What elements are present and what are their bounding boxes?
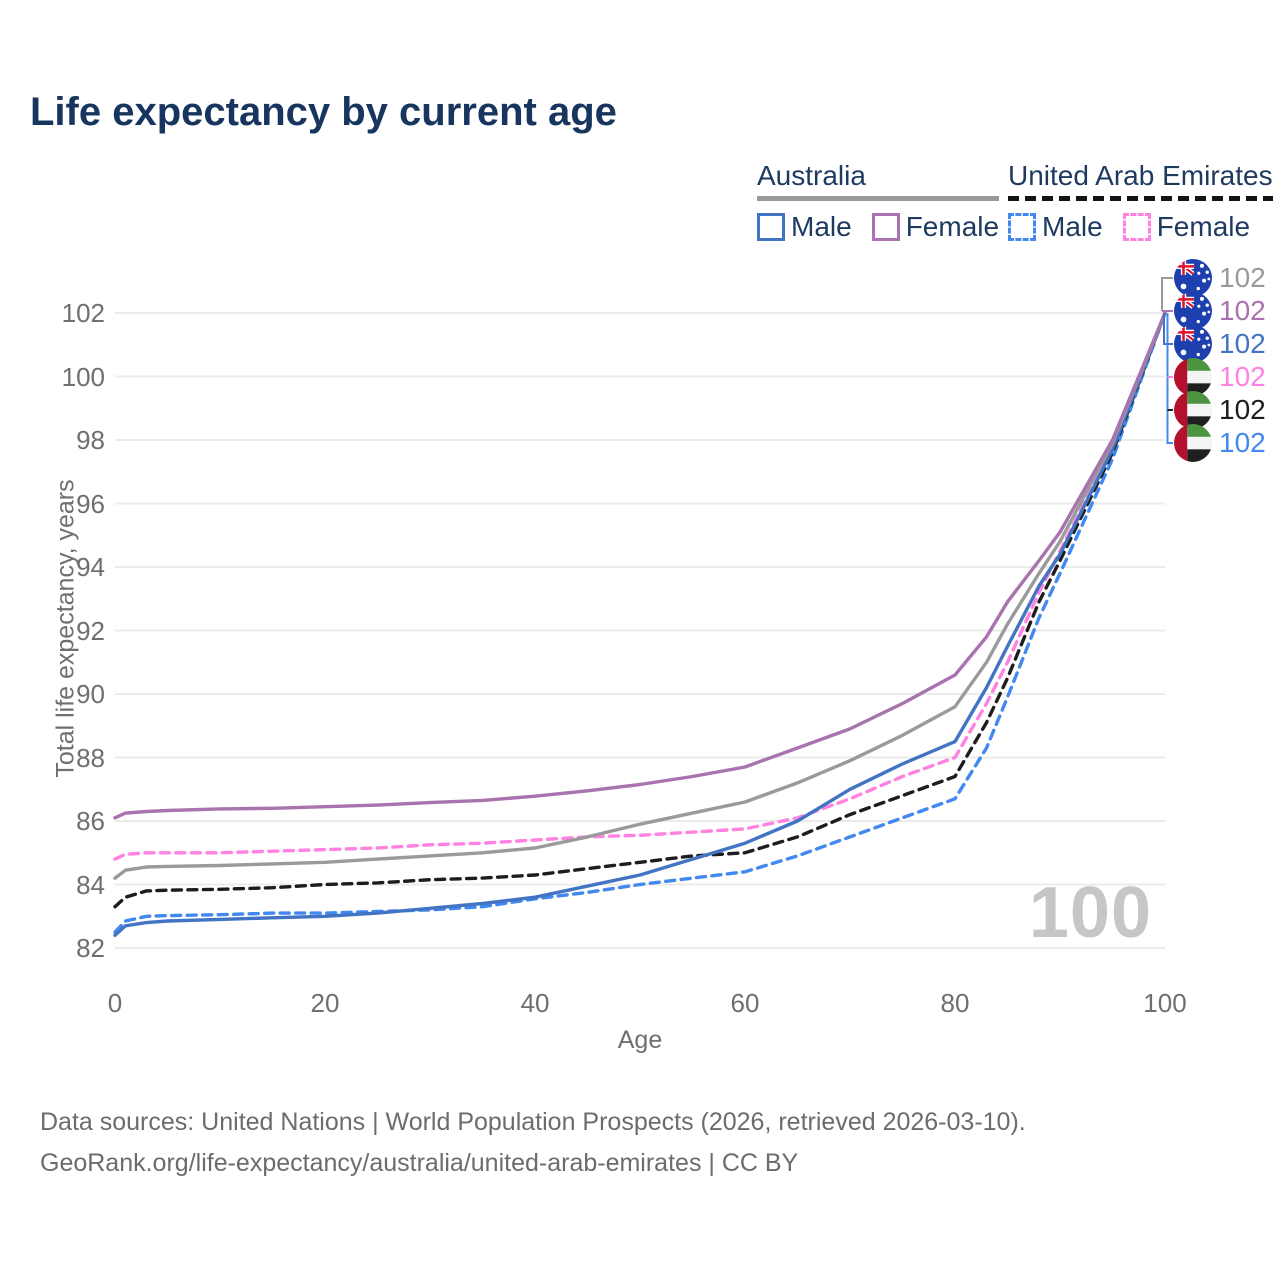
- footer-data-sources: Data sources: United Nations | World Pop…: [40, 1108, 1026, 1136]
- uae-flag: [1174, 391, 1212, 429]
- end-label-value: 102: [1219, 328, 1266, 359]
- legend-item-female[interactable]: Female: [871, 211, 1000, 243]
- legend-swatch-icon: [1122, 213, 1151, 241]
- legend-items: Male Female: [1008, 211, 1273, 243]
- end-label-value: 102: [1219, 394, 1266, 425]
- y-tick-label: 96: [76, 488, 105, 519]
- x-tick-label: 80: [940, 988, 970, 1018]
- series-line: [113, 311, 1167, 934]
- legend-item-label: Female: [1156, 211, 1251, 242]
- end-label-row: 102: [1174, 424, 1266, 462]
- end-label-row: 102: [1174, 259, 1266, 297]
- legend-group-title: United Arab Emirates: [1008, 160, 1273, 191]
- legend-item-label: Female: [905, 211, 1000, 242]
- x-axis-title: Age: [617, 1026, 663, 1054]
- legend-swatch-icon: [1008, 213, 1036, 241]
- x-tick-label: 0: [107, 988, 123, 1018]
- australia-flag-icon: [1174, 292, 1212, 330]
- australia-flag: [1174, 325, 1212, 363]
- y-tick-label: 82: [76, 933, 105, 963]
- leader-line: [1161, 277, 1173, 311]
- legend-item-label: Male: [791, 211, 852, 242]
- legend-underline: [757, 196, 1000, 201]
- y-tick-label: 102: [61, 298, 105, 328]
- uae-flag: [1174, 424, 1212, 462]
- legend-group-uae: United Arab Emirates Male Female: [1008, 160, 1273, 243]
- series-line: [113, 311, 1167, 861]
- legend-item-label: Male: [1042, 211, 1103, 242]
- y-tick-label: 92: [76, 615, 105, 646]
- legend-group-title: Australia: [757, 160, 866, 191]
- leader-line: [1166, 313, 1173, 444]
- australia-flag-icon: [1174, 325, 1212, 363]
- australia-flag: [1174, 259, 1212, 297]
- x-tick-label: 20: [310, 988, 340, 1018]
- end-label-value: 102: [1219, 427, 1266, 458]
- y-axis-title: Total life expectancy, years: [51, 479, 80, 778]
- y-tick-label: 100: [61, 361, 105, 392]
- end-label-row: 102: [1174, 292, 1266, 330]
- footer-attribution: GeoRank.org/life-expectancy/australia/un…: [40, 1149, 799, 1177]
- series-line: [113, 311, 1167, 820]
- y-tick-label: 88: [76, 742, 105, 773]
- legend-underline: [1008, 196, 1273, 201]
- uae-flag-icon: [1174, 424, 1212, 462]
- end-label-value: 102: [1219, 262, 1266, 293]
- series-line: [113, 311, 1167, 909]
- leader-line: [1163, 313, 1173, 345]
- series-line: [113, 311, 1167, 937]
- end-label-row: 102: [1174, 391, 1266, 429]
- australia-flag: [1174, 292, 1212, 330]
- legend-group-australia: Australia Male Female: [757, 160, 1000, 243]
- legend-item-male[interactable]: Male: [1008, 211, 1103, 243]
- legend-items: Male Female: [757, 211, 999, 243]
- x-tick-label: 100: [1143, 988, 1187, 1018]
- end-label-value: 102: [1219, 361, 1266, 392]
- x-tick-label: 60: [730, 988, 760, 1018]
- legend-swatch-icon: [871, 213, 900, 241]
- legend-item-male[interactable]: Male: [757, 211, 852, 243]
- y-tick-label: 86: [76, 806, 105, 836]
- hover-age-watermark: 100: [1028, 873, 1152, 953]
- end-label-value: 102: [1219, 295, 1266, 326]
- series-line: [113, 311, 1167, 880]
- x-tick-label: 40: [520, 988, 550, 1018]
- page-title: Life expectancy by current age: [30, 90, 617, 134]
- uae-flag-icon: [1174, 391, 1212, 429]
- y-tick-label: 90: [76, 679, 105, 709]
- y-tick-label: 94: [76, 552, 105, 582]
- end-label-row: 102: [1174, 325, 1266, 363]
- legend-swatch-icon: [757, 213, 785, 241]
- y-tick-label: 84: [76, 869, 105, 900]
- australia-flag-icon: [1174, 259, 1212, 297]
- y-tick-label: 98: [76, 425, 105, 455]
- legend-item-female[interactable]: Female: [1122, 211, 1251, 243]
